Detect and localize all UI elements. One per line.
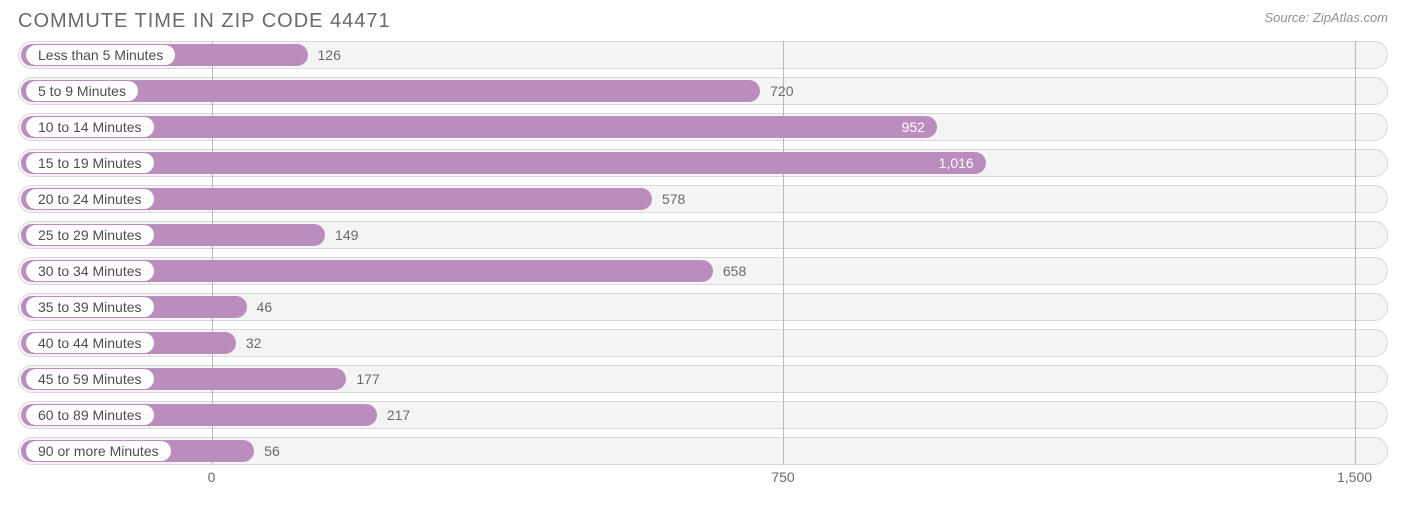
value-label: 578 [662,185,685,213]
value-label: 126 [318,41,341,69]
value-label: 658 [723,257,746,285]
chart-area: Less than 5 Minutes 126 5 to 9 Minutes 720 1… [0,41,1406,465]
value-label: 952 [902,113,925,141]
bar [21,152,986,174]
bar-row: 45 to 59 Minutes 177 [18,365,1388,393]
value-label: 177 [356,365,379,393]
value-label: 1,016 [939,149,974,177]
plot-area: Less than 5 Minutes 126 5 to 9 Minutes 720 1… [18,41,1388,465]
value-label: 56 [264,437,280,465]
bar-row: 10 to 14 Minutes 952 [18,113,1388,141]
category-label: 60 to 89 Minutes [26,405,154,425]
bar-row: 35 to 39 Minutes 46 [18,293,1388,321]
bar-row: 15 to 19 Minutes 1,016 [18,149,1388,177]
chart-source: Source: ZipAtlas.com [1264,10,1388,25]
category-label: Less than 5 Minutes [26,45,175,65]
category-label: 90 or more Minutes [26,441,171,461]
x-axis: 0 750 1,500 [18,465,1388,493]
category-label: 35 to 39 Minutes [26,297,154,317]
bar [21,116,937,138]
gridline [212,41,213,465]
category-label: 5 to 9 Minutes [26,81,138,101]
category-label: 20 to 24 Minutes [26,189,154,209]
bar-row: 5 to 9 Minutes 720 [18,77,1388,105]
category-label: 15 to 19 Minutes [26,153,154,173]
value-label: 217 [387,401,410,429]
category-label: 40 to 44 Minutes [26,333,154,353]
bar-row: 25 to 29 Minutes 149 [18,221,1388,249]
value-label: 720 [770,77,793,105]
x-tick-label: 750 [771,469,794,485]
bar-row: Less than 5 Minutes 126 [18,41,1388,69]
bar-row: 30 to 34 Minutes 658 [18,257,1388,285]
chart-title: COMMUTE TIME IN ZIP CODE 44471 [18,10,391,33]
gridline [1355,41,1356,465]
category-label: 45 to 59 Minutes [26,369,154,389]
bar-row: 90 or more Minutes 56 [18,437,1388,465]
value-label: 149 [335,221,358,249]
category-label: 30 to 34 Minutes [26,261,154,281]
category-label: 10 to 14 Minutes [26,117,154,137]
value-label: 46 [257,293,273,321]
bar-row: 20 to 24 Minutes 578 [18,185,1388,213]
chart-header: COMMUTE TIME IN ZIP CODE 44471 Source: Z… [0,0,1406,41]
x-tick-label: 0 [208,469,216,485]
x-tick-label: 1,500 [1337,469,1372,485]
value-label: 32 [246,329,262,357]
bar-row: 40 to 44 Minutes 32 [18,329,1388,357]
bar-row: 60 to 89 Minutes 217 [18,401,1388,429]
category-label: 25 to 29 Minutes [26,225,154,245]
